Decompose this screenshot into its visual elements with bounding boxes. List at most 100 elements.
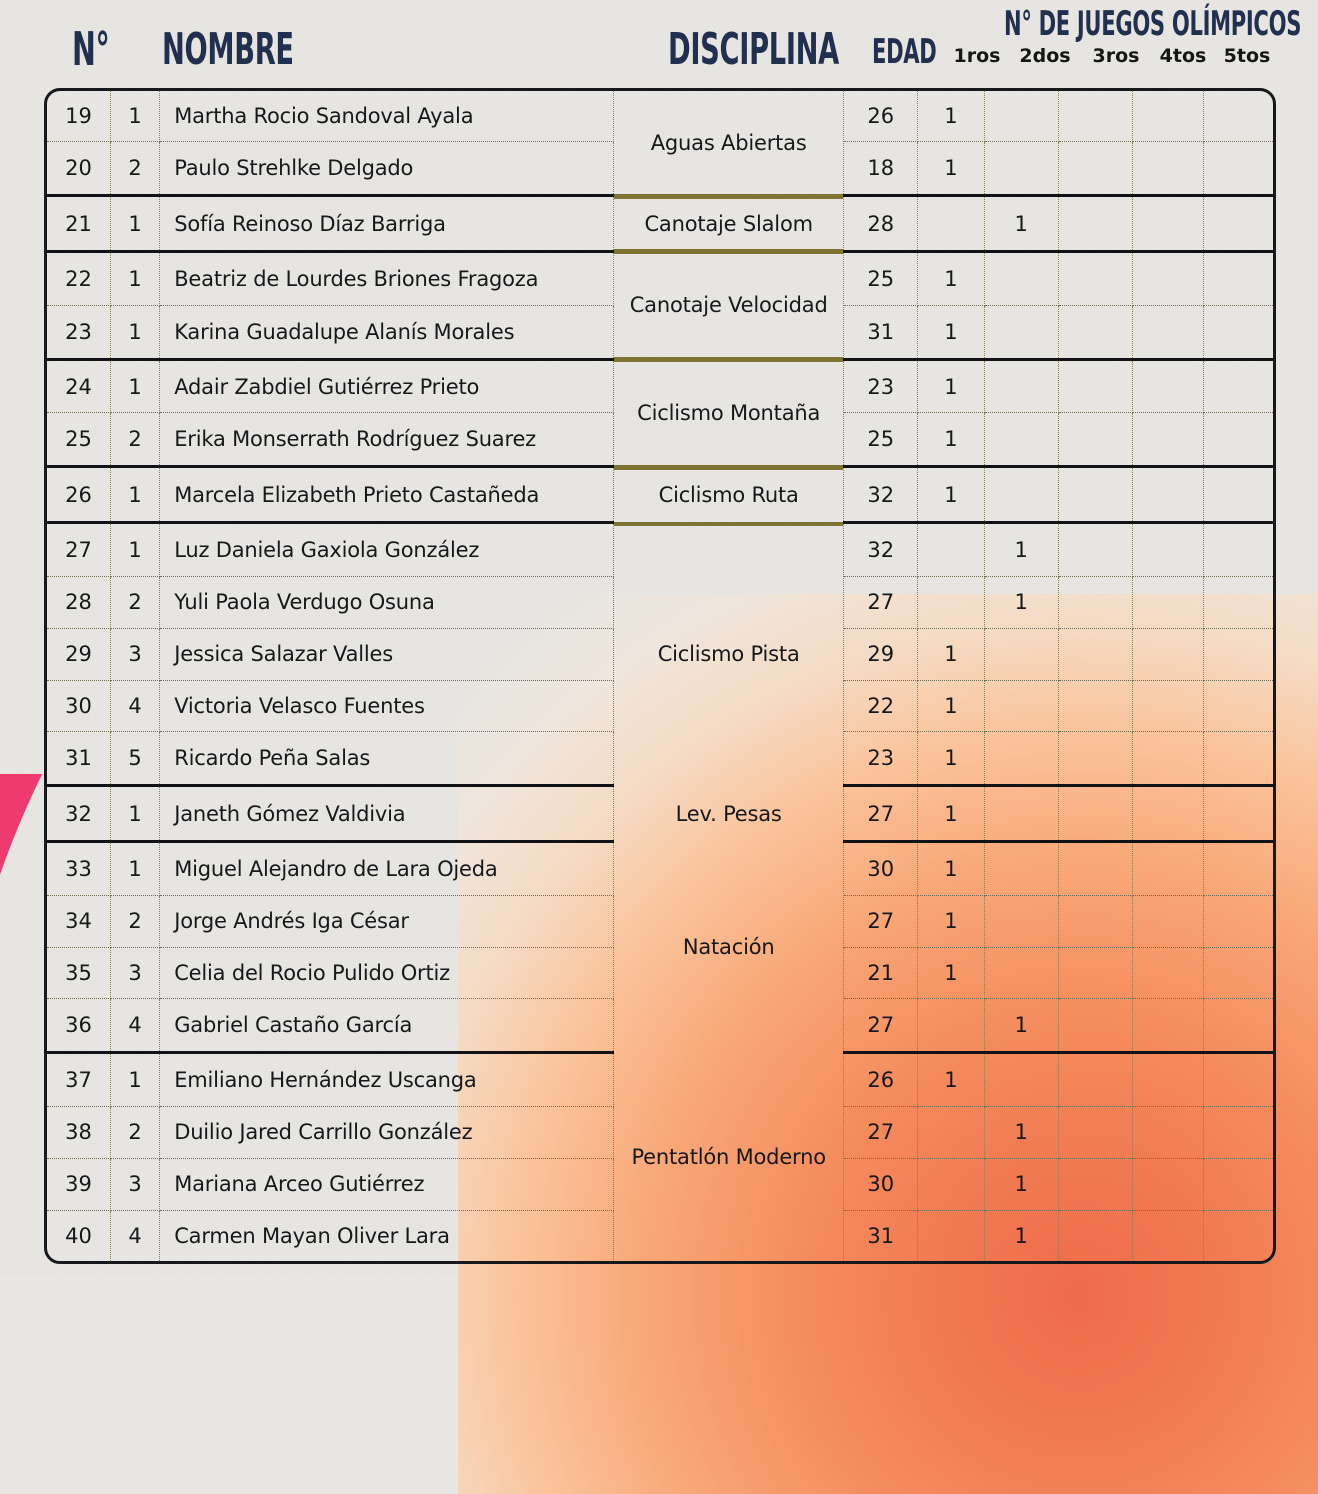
cell-numero: 22 [47,251,111,306]
cell-juego-5tos [1203,731,1273,788]
cell-juego-5tos [1203,1210,1273,1261]
cell-juego-3ros [1058,251,1134,306]
column-header-disciplina: DISCIPLINA [668,24,839,75]
table-row: 21 1 Sofía Reinoso Díaz Barriga Canotaje Sl… [47,193,1273,255]
decorative-arcs [0,724,160,1394]
cell-juego-3ros [1058,1106,1134,1159]
cell-juego-2dos [984,412,1059,469]
table-row: 40 4 Carmen Mayan Oliver Lara 31 1 [47,1210,1273,1261]
cell-juego-4tos [1132,141,1204,198]
cell-edad: 27 [843,576,919,629]
cell-disciplina: Aguas Abiertas [613,91,844,199]
cell-juego-4tos [1132,841,1204,896]
cell-juego-2dos: 1 [984,1106,1059,1159]
cell-juego-2dos: 1 [984,522,1059,578]
cell-juego-5tos [1203,522,1273,578]
cell-juego-1ros: 1 [917,305,985,361]
cell-juego-4tos [1132,947,1204,1000]
table-row: 22 1 Beatriz de Lourdes Briones Fragoza Can… [47,249,1273,362]
cell-juego-3ros [1058,466,1134,525]
cell-numero: 21 [47,195,111,253]
column-header-juegos-olimpicos: N° DE JUEGOS OLÍMPICOS [1004,4,1302,44]
cell-juego-1ros: 1 [917,947,985,1000]
cell-nombre: Marcela Elizabeth Prieto Castañeda [159,466,615,525]
table-row: 28 2 Yuli Paola Verdugo Osuna 27 1 [47,576,1273,629]
cell-juego-5tos [1203,251,1273,306]
cell-juego-1ros [917,1158,985,1211]
cell-subindice: 5 [110,731,161,788]
cell-juego-2dos: 1 [984,998,1059,1055]
cell-juego-3ros [1058,1210,1134,1261]
cell-juego-3ros [1058,998,1134,1055]
cell-disciplina: Ciclismo Pista [613,522,844,786]
cell-subindice: 1 [110,785,161,844]
cell-juego-4tos [1132,1158,1204,1211]
cell-numero: 36 [47,998,111,1055]
sub-header-5tos: 5tos [1223,45,1271,67]
cell-edad: 27 [843,785,919,844]
cell-subindice: 1 [110,91,161,143]
cell-juego-5tos [1203,895,1273,948]
cell-numero: 23 [47,305,111,361]
cell-juego-4tos [1132,522,1204,578]
cell-edad: 23 [843,359,919,414]
cell-juego-4tos [1132,998,1204,1055]
cell-subindice: 3 [110,947,161,1000]
cell-juego-3ros [1058,305,1134,361]
cell-juego-3ros [1058,576,1134,629]
cell-edad: 22 [843,680,919,733]
table-row: 39 3 Mariana Arceo Gutiérrez 30 1 [47,1158,1273,1211]
cell-juego-1ros: 1 [917,412,985,469]
cell-juego-1ros [917,522,985,578]
cell-numero: 25 [47,412,111,469]
cell-numero: 27 [47,522,111,578]
cell-juego-4tos [1132,1052,1204,1108]
cell-subindice: 1 [110,359,161,414]
cell-juego-2dos [984,680,1059,733]
cell-juego-5tos [1203,785,1273,844]
cell-juego-3ros [1058,841,1134,896]
table-row: 35 3 Celia del Rocio Pulido Ortiz 21 1 [47,947,1273,1000]
cell-edad: 26 [843,1052,919,1108]
cell-edad: 30 [843,841,919,896]
cell-numero: 31 [47,731,111,788]
table-row: 34 2 Jorge Andrés Iga César 27 1 [47,895,1273,948]
cell-numero: 24 [47,359,111,414]
cell-disciplina: Lev. Pesas [613,785,844,842]
cell-juego-4tos [1132,251,1204,306]
cell-nombre: Victoria Velasco Fuentes [159,680,615,733]
cell-subindice: 3 [110,628,161,681]
cell-subindice: 1 [110,841,161,896]
cell-subindice: 2 [110,576,161,629]
cell-juego-3ros [1058,895,1134,948]
cell-juego-2dos: 1 [984,195,1059,253]
cell-juego-5tos [1203,141,1273,198]
table-row: 19 1 Martha Rocio Sandoval Ayala Aguas Abie… [47,91,1273,199]
cell-juego-5tos [1203,576,1273,629]
cell-juego-4tos [1132,785,1204,844]
cell-edad: 32 [843,522,919,578]
cell-juego-1ros: 1 [917,1052,985,1108]
cell-juego-3ros [1058,91,1134,143]
cell-juego-1ros: 1 [917,628,985,681]
table-row: 23 1 Karina Guadalupe Alanís Morales 31 1 [47,305,1273,361]
cell-subindice: 1 [110,1052,161,1108]
cell-nombre: Beatriz de Lourdes Briones Fragoza [159,251,615,306]
cell-nombre: Ricardo Peña Salas [159,731,615,788]
cell-juego-1ros [917,998,985,1055]
cell-juego-3ros [1058,522,1134,578]
cell-nombre: Martha Rocio Sandoval Ayala [159,91,615,143]
cell-edad: 27 [843,895,919,948]
cell-juego-4tos [1132,466,1204,525]
cell-nombre: Gabriel Castaño García [159,998,615,1055]
cell-juego-4tos [1132,305,1204,361]
cell-subindice: 1 [110,522,161,578]
table-row: 20 2 Paulo Strehlke Delgado 18 1 [47,141,1273,198]
cell-edad: 27 [843,998,919,1055]
pink-arc [0,724,58,875]
cell-subindice: 2 [110,141,161,198]
cell-subindice: 2 [110,412,161,469]
cell-nombre: Jorge Andrés Iga César [159,895,615,948]
cell-nombre: Jessica Salazar Valles [159,628,615,681]
table-row: 24 1 Adair Zabdiel Gutiérrez Prieto Ciclism… [47,357,1273,470]
